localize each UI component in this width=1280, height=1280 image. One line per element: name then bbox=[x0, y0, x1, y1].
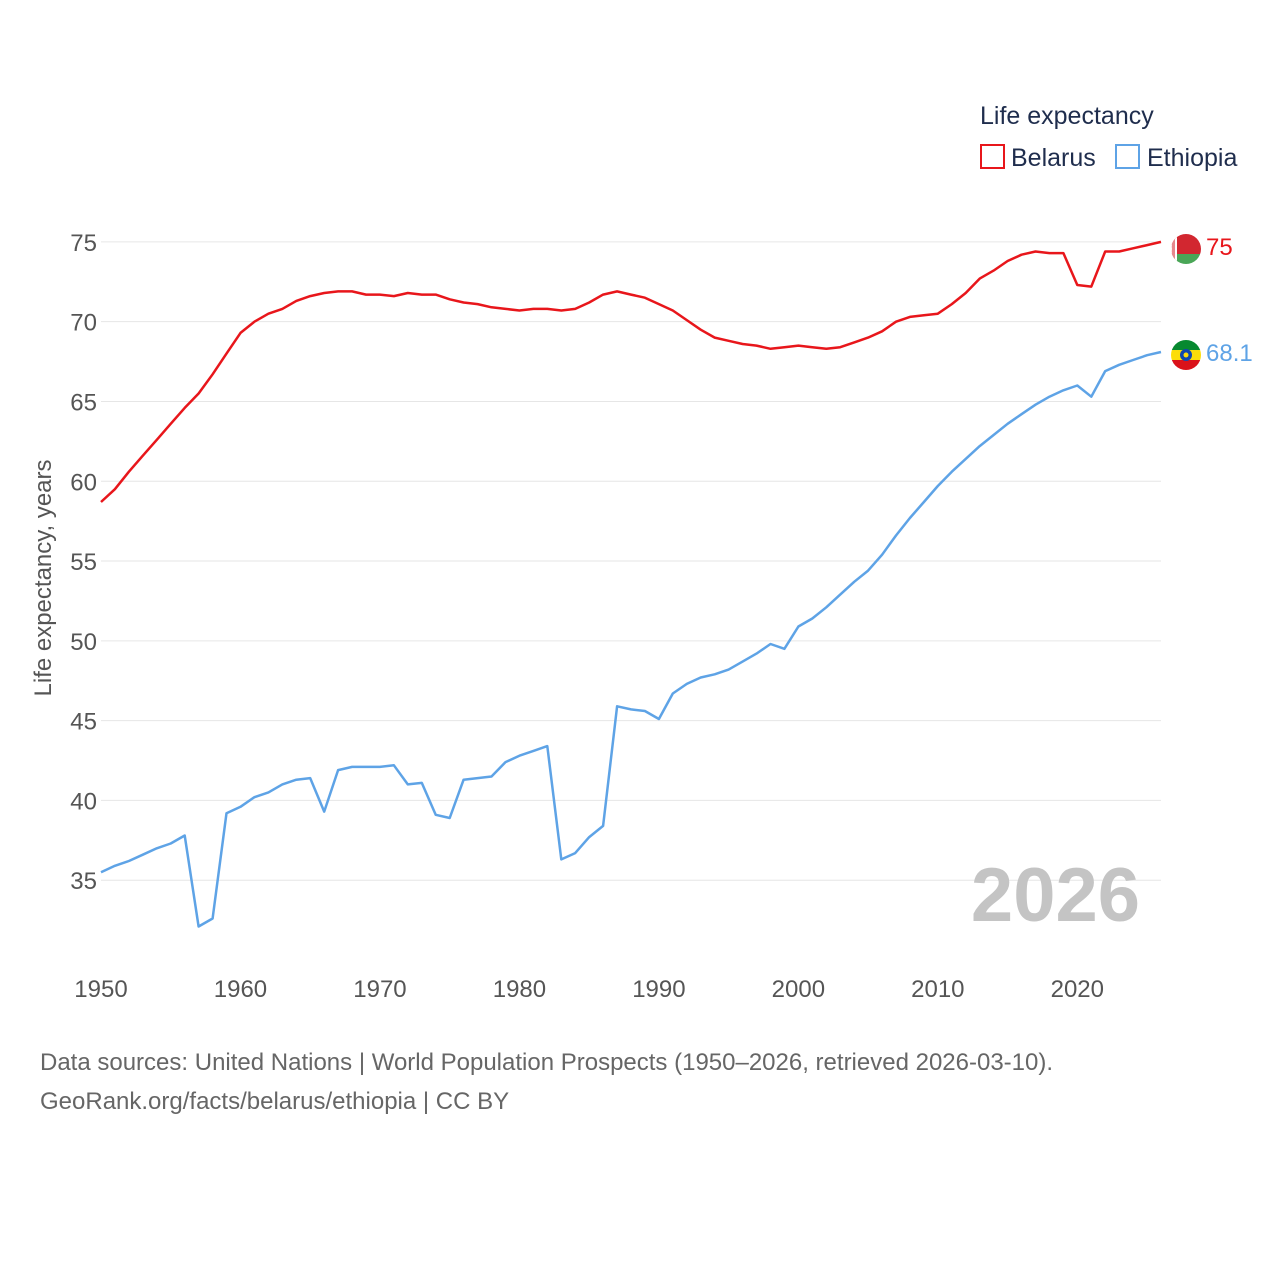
legend-title: Life expectancy bbox=[980, 102, 1154, 130]
y-tick-label-70: 70 bbox=[70, 310, 97, 337]
end-label-belarus: 75 bbox=[1206, 234, 1233, 261]
x-tick-label-2020: 2020 bbox=[1051, 976, 1104, 1003]
source-note: Data sources: United Nations | World Pop… bbox=[40, 1043, 1240, 1121]
gridlines bbox=[101, 241, 1161, 881]
legend: Life expectancy Belarus Ethiopia bbox=[980, 102, 1237, 172]
y-tick-label-55: 55 bbox=[70, 549, 97, 576]
x-tick-label-2000: 2000 bbox=[772, 976, 825, 1003]
source-line-1: Data sources: United Nations | World Pop… bbox=[40, 1049, 1054, 1076]
x-tick-label-1970: 1970 bbox=[353, 976, 406, 1003]
series-lines bbox=[100, 240, 1162, 928]
y-tick-label-75: 75 bbox=[70, 230, 97, 257]
current-year-label: 2026 bbox=[971, 853, 1140, 938]
series-line-belarus bbox=[100, 240, 1162, 503]
legend-label-ethiopia: Ethiopia bbox=[1147, 144, 1237, 172]
x-tick-label-1980: 1980 bbox=[493, 976, 546, 1003]
y-tick-label-45: 45 bbox=[70, 709, 97, 736]
y-tick-label-65: 65 bbox=[70, 389, 97, 416]
legend-item-ethiopia[interactable]: Ethiopia bbox=[1115, 144, 1237, 172]
x-axis-ticks: 1950 1960 1970 1980 1990 2000 2010 2020 bbox=[74, 976, 1104, 1003]
x-tick-label-1960: 1960 bbox=[214, 976, 267, 1003]
x-tick-label-1950: 1950 bbox=[74, 976, 127, 1003]
source-line-2: GeoRank.org/facts/belarus/ethiopia | CC … bbox=[40, 1088, 510, 1115]
y-axis-ticks: 35 40 45 50 55 60 65 70 75 bbox=[70, 230, 97, 895]
end-label-ethiopia: 68.1 bbox=[1206, 340, 1253, 367]
x-tick-label-1990: 1990 bbox=[632, 976, 685, 1003]
y-axis-title: Life expectancy, years bbox=[30, 459, 57, 696]
y-tick-label-60: 60 bbox=[70, 469, 97, 496]
y-tick-label-40: 40 bbox=[70, 788, 97, 815]
belarus-flag-icon bbox=[1171, 234, 1201, 264]
legend-swatch-belarus bbox=[980, 144, 1005, 169]
ethiopia-flag-icon bbox=[1171, 340, 1201, 370]
y-tick-label-35: 35 bbox=[70, 868, 97, 895]
y-tick-label-50: 50 bbox=[70, 629, 97, 656]
legend-label-belarus: Belarus bbox=[1011, 144, 1096, 172]
legend-swatch-ethiopia bbox=[1115, 144, 1140, 169]
x-tick-label-2010: 2010 bbox=[911, 976, 964, 1003]
legend-item-belarus[interactable]: Belarus bbox=[980, 144, 1096, 172]
series-line-ethiopia bbox=[100, 350, 1162, 928]
